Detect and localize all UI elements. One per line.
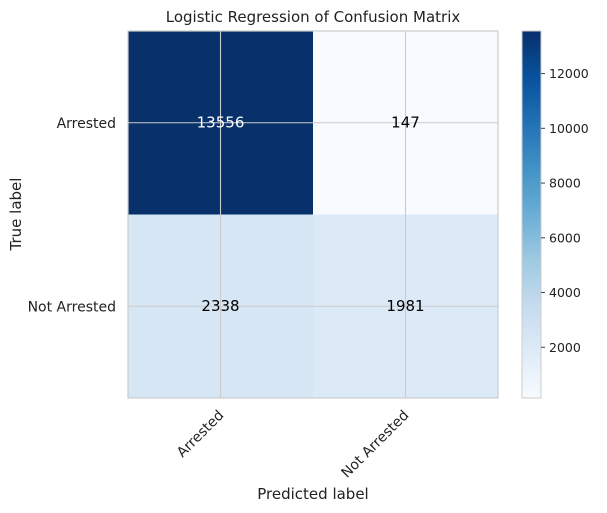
grid-lines: [128, 31, 498, 398]
colorbar-tick-label: 2000: [549, 340, 581, 355]
cell-value-label: 1981: [386, 297, 424, 315]
colorbar: 2000 4000 6000 8000 10000 12000: [521, 30, 589, 399]
plot-frame: [127, 30, 499, 399]
colorbar-gradient: [521, 30, 542, 399]
colorbar-tick-label: 4000: [549, 285, 581, 300]
matrix-cells: [128, 31, 499, 399]
colorbar-tick-label: 6000: [549, 230, 581, 245]
x-tick-label: Arrested: [174, 408, 227, 461]
cell-value-label: 13556: [197, 113, 245, 131]
colorbar-tick-label: 12000: [549, 66, 589, 81]
x-tick-labels: Arrested Not Arrested: [174, 408, 412, 482]
x-axis-label: Predicted label: [257, 485, 368, 503]
x-tick-label: Not Arrested: [338, 408, 412, 482]
y-tick-label: Not Arrested: [28, 299, 116, 315]
y-tick-label: Arrested: [57, 116, 116, 132]
cell-value-labels: 13556 147 2338 1981: [197, 113, 425, 315]
cell-value-label: 2338: [201, 297, 239, 315]
chart-title: Logistic Regression of Confusion Matrix: [166, 8, 461, 26]
colorbar-ticks: 2000 4000 6000 8000 10000 12000: [541, 66, 589, 355]
y-axis-label: True label: [7, 178, 25, 252]
colorbar-tick-label: 10000: [549, 121, 589, 136]
y-tick-labels: Arrested Not Arrested: [28, 116, 116, 316]
colorbar-tick-label: 8000: [549, 176, 581, 191]
cell-value-label: 147: [391, 113, 420, 131]
